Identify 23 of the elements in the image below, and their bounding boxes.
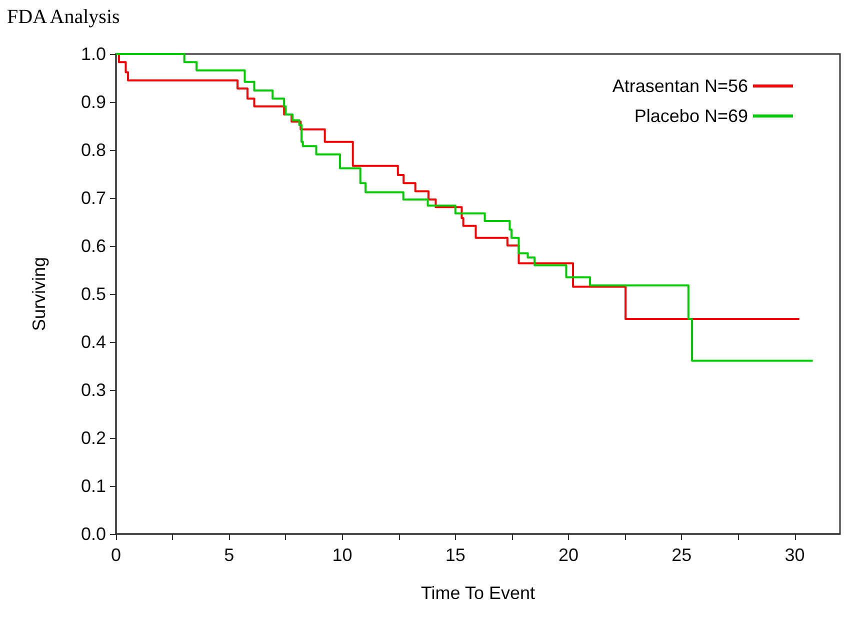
x-tick-label: 15 [445,545,466,565]
x-tick-label: 10 [332,545,352,565]
x-tick-label: 20 [558,545,579,565]
y-tick-label: 0.2 [80,428,106,448]
y-tick-label: 0.5 [80,284,106,304]
x-tick-label: 25 [672,545,692,565]
legend-label: Atrasentan N=56 [612,76,748,96]
y-tick-label: 0.6 [80,236,106,256]
y-tick-label: 1.0 [80,44,106,64]
legend-label: Placebo N=69 [634,106,748,126]
y-tick-label: 0.1 [80,476,106,496]
y-axis-title: Surviving [29,256,49,332]
y-tick-label: 0.7 [80,188,106,208]
y-tick-label: 0.9 [80,92,106,112]
chart-title: FDA Analysis [7,6,120,28]
y-tick-label: 0.3 [80,380,106,400]
x-axis-title: Time To Event [420,583,536,603]
y-tick-label: 0.0 [80,524,106,544]
y-tick-label: 0.4 [80,332,106,352]
x-tick-label: 0 [110,545,122,565]
x-tick-label: 5 [224,545,234,565]
y-tick-label: 0.8 [80,140,106,160]
x-tick-label: 30 [784,545,805,565]
